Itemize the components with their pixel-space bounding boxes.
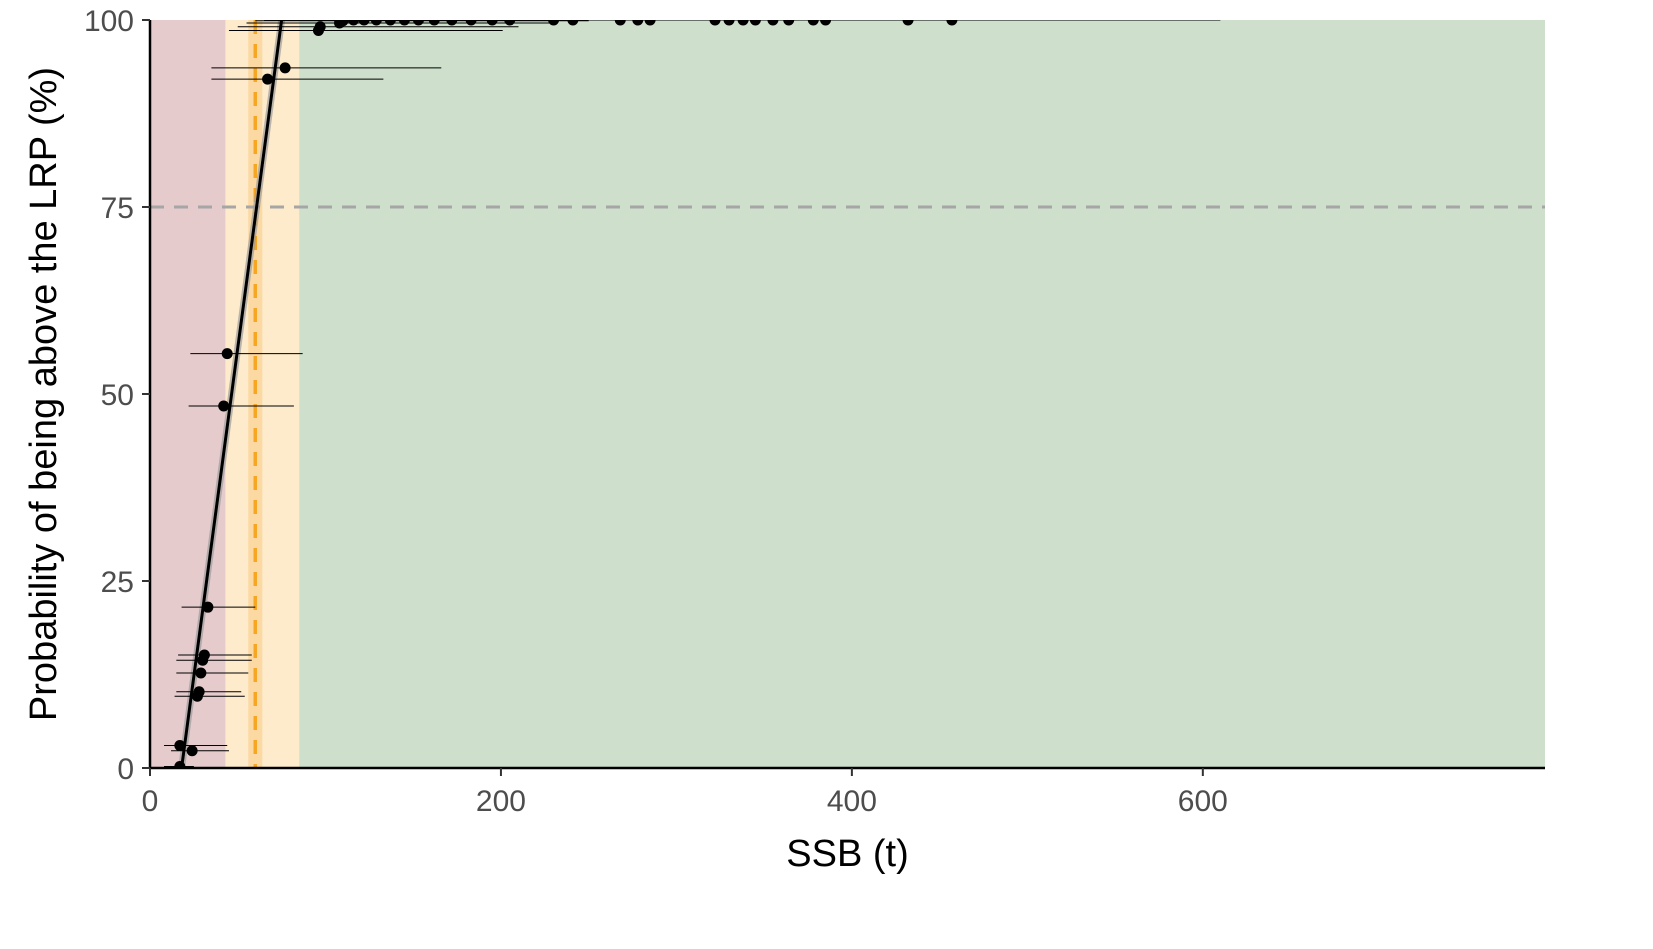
data-point: [262, 73, 274, 85]
data-point: [370, 20, 382, 26]
data-point: [314, 21, 326, 33]
data-point: [384, 20, 396, 26]
data-point: [548, 20, 560, 26]
fit-curve: [178, 20, 286, 768]
y-tick-label: 100: [84, 5, 134, 38]
reference-lines: [150, 20, 1545, 768]
zone-healthy: [299, 20, 1546, 768]
data-point: [174, 761, 186, 768]
data-point: [783, 20, 795, 26]
data-point: [348, 20, 360, 26]
y-tick-label: 25: [101, 566, 134, 599]
data-point: [749, 20, 761, 26]
data-point: [186, 745, 198, 757]
x-tick-label: 0: [142, 785, 159, 818]
data-point: [358, 20, 370, 26]
y-axis-title: Probability of being above the LRP (%): [23, 67, 65, 721]
data-point: [412, 20, 424, 26]
data-point: [221, 348, 233, 360]
risk-zones: [150, 20, 1546, 768]
data-point: [723, 20, 735, 26]
data-point: [632, 20, 644, 26]
data-point: [644, 20, 656, 26]
data-point: [709, 20, 721, 26]
data-point: [614, 20, 626, 26]
y-tick-label: 0: [117, 753, 134, 786]
y-tick-label: 50: [101, 379, 134, 412]
data-point: [337, 20, 349, 27]
data-point: [946, 20, 958, 26]
zone-critical: [150, 20, 226, 768]
data-point: [202, 601, 214, 613]
x-tick-label: 200: [476, 785, 526, 818]
data-point: [767, 20, 779, 26]
data-point: [820, 20, 832, 26]
x-tick-label: 400: [827, 785, 877, 818]
x-tick-label: 600: [1178, 785, 1228, 818]
data-point: [504, 20, 516, 26]
data-point: [567, 20, 579, 26]
data-point: [198, 649, 210, 661]
data-point: [174, 740, 186, 752]
data-points: [164, 20, 1221, 768]
data-point: [486, 20, 498, 26]
data-point: [737, 20, 749, 26]
data-point: [807, 20, 819, 26]
data-point: [446, 20, 458, 26]
axes: 0 200 400 600 0 25 50 75 100: [84, 5, 1545, 818]
data-point: [193, 686, 205, 698]
x-axis-title: SSB (t): [786, 833, 908, 875]
data-point: [902, 20, 914, 26]
data-point: [465, 20, 477, 26]
data-point: [428, 20, 440, 26]
data-point: [195, 667, 207, 679]
data-point: [279, 62, 291, 74]
y-tick-label: 75: [101, 192, 134, 225]
data-point: [218, 400, 230, 412]
data-point: [398, 20, 410, 26]
fit-line: [180, 20, 284, 768]
